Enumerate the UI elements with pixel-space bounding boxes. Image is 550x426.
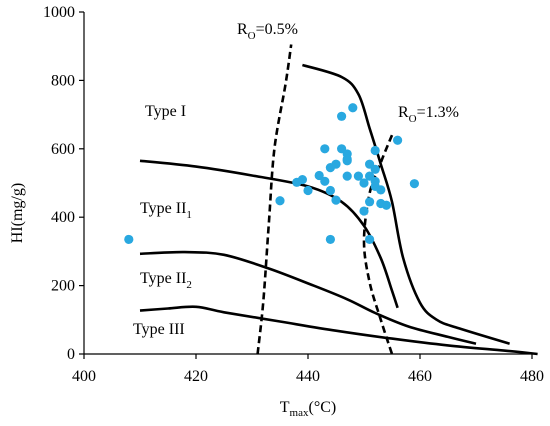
data-point (320, 176, 330, 186)
data-point (393, 135, 403, 145)
y-axis-label: HI(mg/g) (9, 183, 26, 243)
ro-isoline-curve (362, 134, 394, 355)
label-ro-1-3: RO=1.3% (398, 104, 459, 125)
kerogen-boundary-curve (139, 159, 399, 309)
kerogen-boundary-curve (139, 305, 538, 356)
data-point (359, 178, 369, 188)
data-point (325, 185, 335, 196)
data-point (365, 197, 375, 207)
data-point (297, 174, 307, 185)
data-point (376, 185, 386, 195)
y-tick-label: 200 (51, 278, 75, 295)
x-tick-label: 420 (184, 368, 208, 385)
axes: 400 420 440 460 480 0 200 400 600 800 1000 (43, 4, 544, 385)
data-point (353, 171, 363, 181)
data-point (342, 171, 352, 181)
data-point (342, 156, 352, 166)
label-type-1: Type I (145, 103, 186, 120)
data-point (325, 234, 335, 245)
y-tick-label: 0 (67, 346, 75, 363)
data-point (275, 196, 285, 206)
data-points (124, 103, 419, 245)
y-tick-label: 800 (51, 72, 75, 89)
label-type-2-1: Type II1 (140, 200, 192, 221)
label-ro-0-5: RO=0.5% (237, 21, 298, 42)
y-tick-label: 400 (51, 209, 75, 226)
x-ticks: 400 420 440 460 480 (72, 354, 544, 385)
x-tick-label: 400 (72, 368, 96, 385)
data-point (381, 200, 391, 210)
x-tick-label: 460 (408, 368, 432, 385)
data-point (348, 103, 358, 113)
data-point (314, 170, 324, 181)
y-ticks: 0 200 400 600 800 1000 (43, 4, 84, 363)
data-point (331, 159, 341, 169)
y-tick-label: 600 (51, 141, 75, 158)
data-point (320, 144, 330, 154)
label-type-3: Type III (133, 321, 185, 338)
x-tick-label: 480 (520, 368, 544, 385)
label-type-2-2: Type II2 (140, 270, 192, 291)
data-point (337, 111, 347, 121)
data-point (370, 164, 380, 174)
kerogen-boundary-curve (302, 63, 510, 345)
y-tick-label: 1000 (43, 4, 75, 21)
data-point (370, 145, 380, 156)
kerogen-boundary-curve (139, 250, 477, 345)
data-point (303, 185, 313, 196)
data-point (331, 195, 341, 205)
x-tick-label: 440 (296, 368, 320, 385)
data-point (409, 179, 419, 189)
x-axis-label: Tmax(°C) (280, 399, 336, 419)
data-point (359, 206, 369, 216)
ro-isoline-curve (256, 44, 293, 355)
data-point (365, 234, 375, 245)
data-point (124, 234, 134, 245)
boundary-curves (139, 44, 538, 356)
